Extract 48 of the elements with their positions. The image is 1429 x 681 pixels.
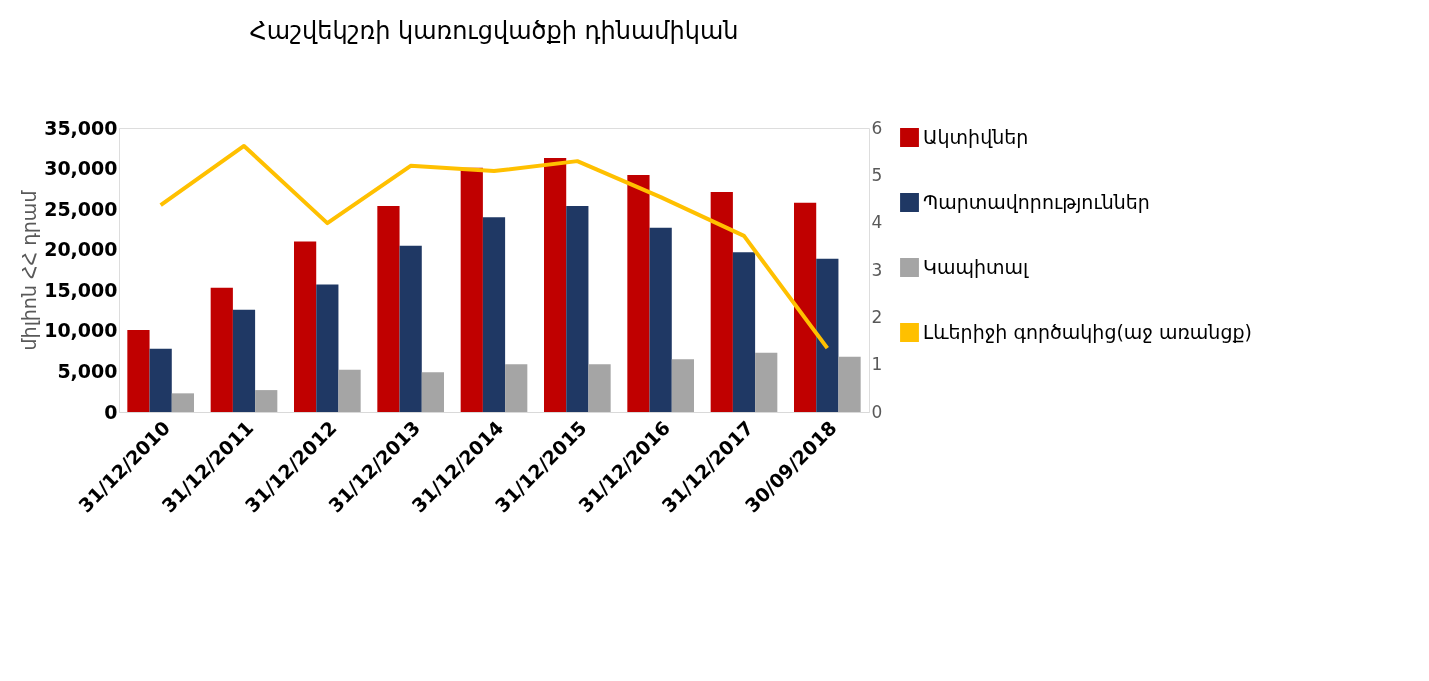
y2-tick-label: 4 [871,212,883,233]
y2-tick-label: 1 [871,354,883,375]
bar [482,217,506,412]
bar [566,205,589,412]
y-tick-label: 15,000 [44,278,118,301]
bar [149,348,172,412]
y-tick-label: 5,000 [57,359,118,382]
legend-label: Կապիտալ [923,255,1029,278]
bar [838,356,861,412]
legend-label: Պարտավորություններ [923,190,1150,213]
y-tick-label: 35,000 [44,116,118,139]
bar [210,287,233,412]
bar [294,241,317,412]
legend-label: Ակտիվներ [923,125,1029,148]
y-tick-label: 0 [104,400,118,423]
bar [377,205,400,412]
y2-tick-label: 2 [871,306,883,327]
bar [127,330,150,412]
bar [544,158,567,412]
legend-label: Լևերիջի գործակից(աջ առանցք) [923,320,1252,343]
bar [421,372,444,412]
bar [710,192,733,412]
chart-title: Հաշվեկշռի կառուցվածքի դինամիկան [249,17,739,45]
bar [755,352,778,412]
bar [505,364,528,412]
bar [171,393,194,412]
y-tick-label: 10,000 [44,319,118,342]
bar [255,390,278,412]
y2-tick-label: 6 [871,117,883,138]
line-series [158,143,830,351]
y-axis-title: միլիոն ՀՀ դրամ [18,189,41,351]
bar [316,284,339,412]
y-tick-label: 25,000 [44,197,118,220]
y-tick-label: 30,000 [44,157,118,180]
bar [794,202,817,412]
y2-tick-label: 3 [871,259,883,280]
y2-tick-label: 0 [871,401,883,422]
bar [816,258,839,412]
bar [232,309,256,412]
bar [627,175,650,412]
bar [649,227,672,412]
y-tick-label: 20,000 [44,238,118,261]
y2-tick-label: 5 [871,164,883,185]
bar [671,359,694,412]
bar [732,252,756,412]
bar [399,245,422,412]
bar [338,369,361,412]
bar [588,364,611,412]
